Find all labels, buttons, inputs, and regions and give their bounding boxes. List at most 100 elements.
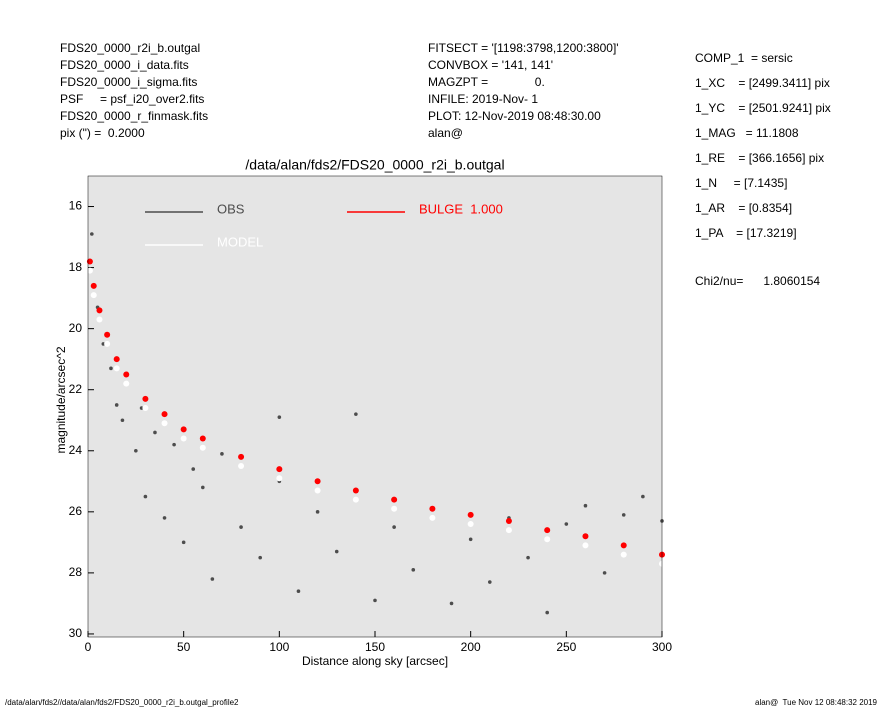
x-tick-label: 300 [652, 640, 672, 654]
point [201, 485, 205, 490]
point [191, 467, 196, 471]
x-tick-label: 50 [177, 640, 191, 654]
point [468, 537, 473, 542]
point [210, 577, 215, 581]
point [429, 505, 436, 512]
point [86, 267, 93, 274]
point [276, 466, 283, 473]
point [334, 549, 339, 554]
plot-frame [87, 175, 663, 638]
point [258, 555, 263, 560]
point [90, 232, 94, 236]
point [161, 420, 168, 427]
header-line: FDS20_0000_r_finmask.fits [60, 109, 209, 123]
header-line: FITSECT = '[1198:3798,1200:3800]' [428, 41, 619, 55]
y-tick-label: 20 [69, 321, 83, 335]
point [352, 487, 359, 494]
parameter: 1_MAG = 11.1808 [695, 126, 799, 140]
parameter: 1_N = [7.1435] [695, 176, 788, 190]
y-tick-label: 16 [69, 199, 83, 213]
point [113, 356, 120, 363]
point [641, 494, 645, 499]
point [391, 496, 398, 503]
point [180, 426, 187, 433]
point [277, 415, 282, 419]
parameter: 1_RE = [366.1656] pix [695, 151, 825, 165]
point [429, 514, 436, 521]
point [276, 475, 283, 482]
point [620, 542, 627, 549]
point [104, 340, 111, 347]
point [199, 444, 206, 451]
point [391, 505, 398, 512]
point [564, 522, 569, 526]
header-line: alan@ [428, 126, 463, 140]
header-line: FDS20_0000_i_sigma.fits [60, 75, 198, 89]
header-line: PSF = psf_i20_over2.fits [60, 92, 205, 106]
header-line: FDS20_0000_i_data.fits [60, 58, 189, 72]
y-tick-label: 28 [69, 565, 83, 579]
point [314, 478, 321, 485]
point [113, 365, 120, 372]
point [467, 511, 474, 518]
point [314, 487, 321, 494]
point [104, 331, 111, 338]
point [114, 403, 119, 407]
chart-title: /data/alan/fds2/FDS20_0000_r2i_b.outgal [245, 157, 504, 173]
point [411, 568, 416, 572]
point [139, 406, 144, 410]
point [544, 536, 551, 543]
parameter: 1_XC = [2499.3411] pix [695, 76, 830, 90]
chart: /data/alan/fds2/FDS20_0000_r2i_b.outgal … [54, 157, 672, 668]
point [620, 551, 627, 558]
point [505, 527, 512, 534]
header-line: FDS20_0000_r2i_b.outgal [60, 41, 201, 55]
point [199, 435, 206, 442]
point [86, 258, 93, 265]
point [488, 580, 492, 584]
point [582, 533, 589, 540]
point [544, 527, 551, 534]
footer-right: alan@ Tue Nov 12 08:48:32 2019 [755, 698, 877, 707]
point [96, 316, 103, 323]
parameter: 1_PA = [17.3219] [695, 226, 797, 240]
parameter: 1_YC = [2501.9241] pix [695, 101, 831, 115]
point [123, 380, 130, 387]
point [220, 452, 224, 456]
y-tick-label: 30 [69, 626, 83, 640]
point [373, 598, 377, 603]
point [120, 418, 125, 423]
point [180, 435, 187, 442]
point [449, 601, 454, 606]
legend-label: MODEL [217, 234, 263, 249]
point [352, 496, 359, 503]
point [90, 282, 97, 289]
y-axis-label: magnitude/arcsec^2 [54, 346, 68, 453]
header-line: CONVBOX = '141, 141' [428, 58, 553, 72]
point [90, 292, 97, 299]
point [96, 307, 103, 314]
header-line: INFILE: 2019-Nov- 1 [428, 92, 539, 106]
point [467, 521, 474, 528]
plot-area [88, 176, 662, 637]
point [142, 405, 149, 412]
x-tick-label: 0 [85, 640, 92, 654]
point [143, 494, 148, 499]
point [162, 516, 167, 520]
point [142, 395, 149, 402]
point [123, 371, 130, 378]
y-tick-label: 22 [69, 382, 83, 396]
point [621, 513, 626, 517]
point [505, 517, 512, 524]
parameter: COMP_1 = sersic [695, 51, 793, 65]
point [172, 442, 176, 447]
point [161, 411, 168, 418]
point [181, 540, 186, 545]
y-tick-label: 26 [69, 504, 83, 518]
header-line: MAGZPT = 0. [428, 75, 545, 89]
y-tick-label: 24 [69, 443, 83, 457]
point [134, 448, 138, 453]
x-tick-label: 250 [556, 640, 576, 654]
legend-label: OBS [217, 201, 245, 216]
